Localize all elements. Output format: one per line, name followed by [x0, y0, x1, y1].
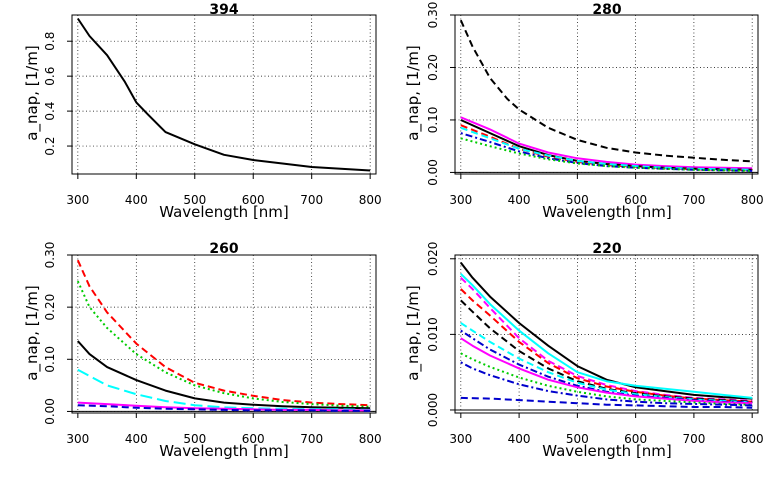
panel-title: 280 [592, 2, 621, 18]
x-tick-label: 300 [449, 193, 472, 207]
series-line [460, 329, 753, 404]
panel-title: 394 [209, 2, 238, 18]
series-group [459, 19, 753, 172]
x-tick-label: 400 [508, 193, 531, 207]
y-axis: 0.00 0.10 0.20 0.30 [43, 242, 72, 425]
panel-1: 394 Wavelength [nm] a_nap, [1/m] 300 400 5… [23, 2, 382, 221]
panel-4: 220 Wavelength [nm] a_nap, [1/m] 300 400 5… [404, 241, 764, 460]
y-tick-label: 0.00 [43, 398, 57, 425]
x-tick-label: 300 [66, 432, 89, 446]
y-tick-label: 0.6 [43, 67, 57, 86]
plot-frame [71, 254, 377, 414]
y-tick-label: 0.010 [426, 317, 440, 351]
x-tick-label: 700 [300, 193, 323, 207]
x-axis-label: Wavelength [nm] [542, 442, 672, 460]
x-tick-label: 300 [449, 432, 472, 446]
plot-frame [454, 254, 759, 414]
panel-2: 280 Wavelength [nm] a_nap, [1/m] 300 400 5… [404, 2, 764, 221]
series-line [460, 352, 753, 406]
x-axis-label: Wavelength [nm] [542, 203, 672, 221]
x-axis: 300 400 500 600 700 800 [66, 174, 382, 207]
y-axis: 0.00 0.10 0.20 0.30 [426, 2, 455, 186]
y-tick-label: 0.30 [43, 242, 57, 269]
grid [72, 15, 376, 174]
y-axis-label: a_nap, [1/m] [404, 45, 423, 140]
y-axis: 0.000 0.010 0.020 [426, 242, 455, 427]
series-group [76, 259, 371, 412]
x-tick-label: 500 [183, 432, 206, 446]
series-line [77, 404, 371, 412]
series-line [460, 288, 753, 403]
y-tick-label: 0.000 [426, 393, 440, 427]
y-axis-label: a_nap, [1/m] [23, 45, 42, 140]
series-line [460, 337, 753, 405]
series-line [460, 361, 753, 407]
plot-frame [454, 14, 759, 175]
series-line [76, 259, 371, 407]
x-tick-label: 500 [566, 193, 589, 207]
grid [455, 14, 758, 174]
y-tick-label: 0.2 [43, 136, 57, 155]
x-tick-label: 500 [566, 432, 589, 446]
x-axis: 300 400 500 600 700 800 [66, 413, 382, 446]
y-tick-label: 0.30 [426, 2, 440, 29]
x-tick-label: 800 [741, 193, 764, 207]
series-group [76, 17, 371, 172]
x-tick-label: 300 [66, 193, 89, 207]
y-axis-label: a_nap, [1/m] [23, 285, 42, 380]
series-group [460, 261, 753, 409]
x-tick-label: 600 [242, 193, 265, 207]
x-tick-label: 800 [359, 432, 382, 446]
x-tick-label: 400 [125, 432, 148, 446]
series-line [77, 340, 371, 410]
series-line [460, 322, 753, 404]
series-line [76, 280, 371, 408]
x-tick-label: 700 [682, 193, 705, 207]
y-tick-label: 0.8 [43, 32, 57, 51]
series-line [459, 19, 753, 163]
series-line [460, 396, 753, 409]
panel-3: 260 Wavelength [nm] a_nap, [1/m] 300 400 5… [23, 241, 382, 460]
y-axis-label: a_nap, [1/m] [404, 285, 423, 380]
x-tick-label: 700 [300, 432, 323, 446]
x-tick-label: 600 [242, 432, 265, 446]
x-tick-label: 600 [624, 432, 647, 446]
x-axis: 300 400 500 600 700 800 [449, 413, 764, 446]
x-axis: 300 400 500 600 700 800 [449, 174, 764, 207]
series-line [460, 116, 753, 170]
y-tick-label: 0.10 [426, 107, 440, 134]
series-line [76, 17, 371, 172]
x-axis-label: Wavelength [nm] [159, 442, 289, 460]
panel-title: 260 [209, 241, 238, 257]
x-tick-label: 500 [183, 193, 206, 207]
x-tick-label: 600 [624, 193, 647, 207]
x-tick-label: 700 [682, 432, 705, 446]
x-tick-label: 800 [359, 193, 382, 207]
y-tick-label: 0.020 [426, 242, 440, 276]
plot-frame [71, 14, 377, 175]
y-tick-label: 0.4 [43, 102, 57, 121]
series-line [460, 137, 753, 172]
panel-title: 220 [592, 241, 621, 257]
y-tick-label: 0.20 [43, 294, 57, 321]
series-line [460, 273, 753, 399]
x-tick-label: 400 [508, 432, 531, 446]
grid [455, 255, 758, 413]
series-line [460, 261, 753, 400]
x-axis-label: Wavelength [nm] [159, 203, 289, 221]
y-tick-label: 0.10 [43, 346, 57, 373]
y-tick-label: 0.20 [426, 54, 440, 81]
y-axis: 0.2 0.4 0.6 0.8 [43, 32, 72, 156]
x-tick-label: 800 [741, 432, 764, 446]
y-tick-label: 0.00 [426, 159, 440, 186]
x-tick-label: 400 [125, 193, 148, 207]
